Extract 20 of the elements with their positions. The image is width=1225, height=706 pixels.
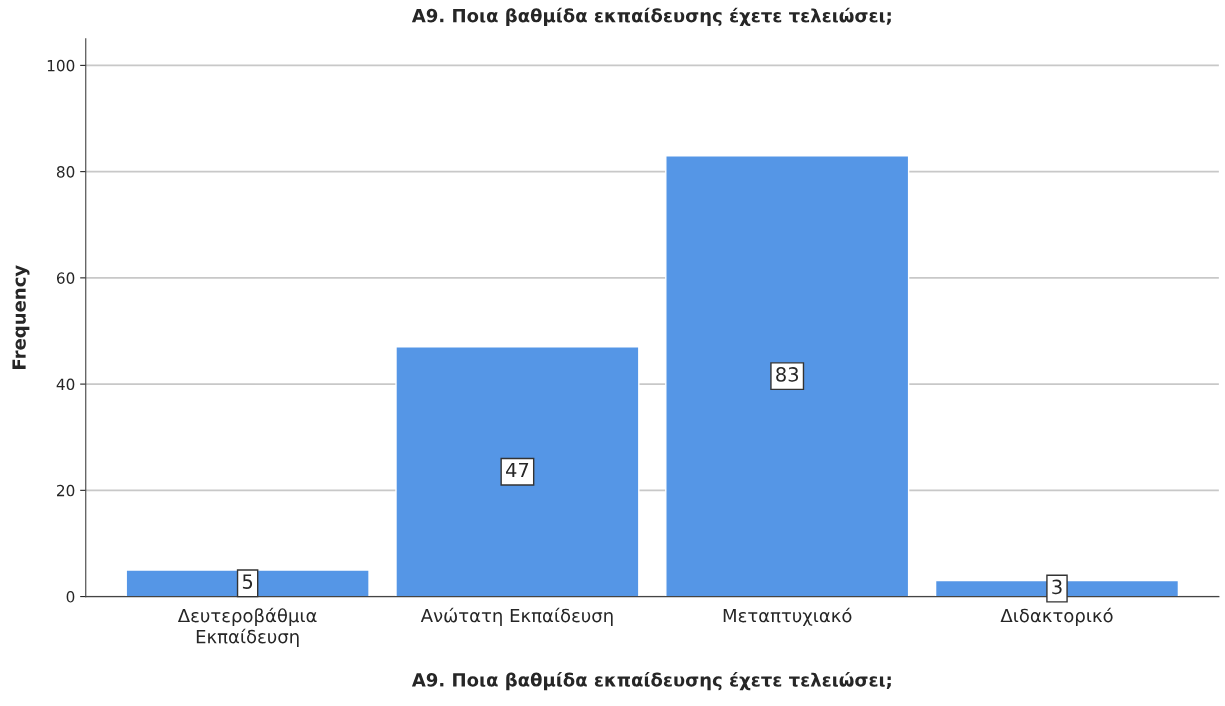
- bar: [395, 346, 640, 597]
- chart-title: A9. Ποια βαθμίδα εκπαίδευσης έχετε τελειώσει;: [411, 7, 891, 26]
- y-tick-label: 60: [56, 272, 75, 284]
- y-tick-label: 80: [56, 166, 75, 178]
- x-axis-title: A9. Ποια βαθμίδα εκπαίδευσης έχετε τελειώσει;: [411, 671, 891, 691]
- y-tick-label: 0: [66, 591, 75, 603]
- data-label: 83: [776, 367, 799, 382]
- bar: [665, 154, 910, 597]
- y-tick-label: 100: [47, 59, 75, 72]
- y-tick-label: 40: [56, 378, 75, 391]
- y-axis-title: Frequency: [12, 265, 30, 369]
- data-label: 5: [242, 574, 253, 589]
- y-tick-label: 20: [57, 484, 75, 497]
- data-label: 47: [506, 462, 529, 478]
- x-tick-label: Μεταπτυχιακό: [723, 607, 852, 626]
- x-tick-label: Ανώτατη Εκπαίδευση: [420, 607, 613, 626]
- data-label: 3: [1052, 579, 1062, 595]
- bar: [125, 569, 370, 597]
- x-tick-label: Δευτεροβάθμια Εκπαίδευση: [177, 607, 317, 647]
- x-tick-label: Διδακτορικό: [1000, 607, 1113, 626]
